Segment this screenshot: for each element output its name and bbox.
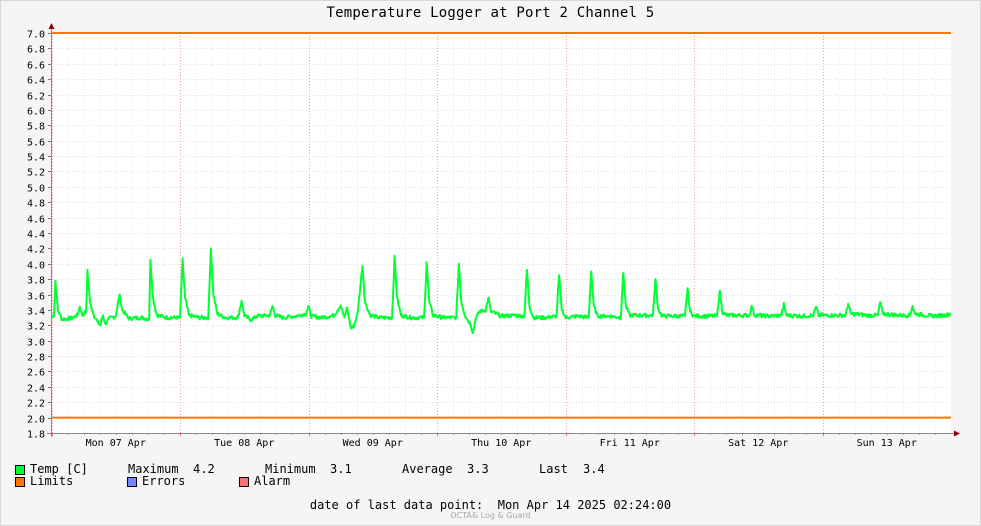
y-axis-arrow	[48, 23, 55, 29]
y-tick-label: 5.2	[27, 168, 45, 179]
legend-min-value: 3.1	[330, 462, 352, 476]
y-tick-label: 6.8	[27, 45, 45, 56]
credit-text: OCTA& Log & Guard	[450, 511, 531, 520]
x-tick-label: Sun 13 Apr	[857, 438, 917, 449]
y-tick-label: 2.0	[27, 415, 45, 426]
temp-series-line	[50, 247, 952, 334]
y-tick-label: 3.2	[27, 322, 45, 333]
y-tick-label: 4.4	[27, 230, 45, 241]
chart-title: Temperature Logger at Port 2 Channel 5	[326, 5, 655, 21]
legend-temp-label: Temp [C]	[30, 462, 88, 476]
y-tick-label: 3.4	[27, 307, 45, 318]
x-tick-label: Tue 08 Apr	[214, 438, 274, 449]
x-tick-label: Sat 12 Apr	[728, 438, 788, 449]
y-tick-label: 3.0	[27, 338, 45, 349]
legend-alarm-label: Alarm	[254, 474, 291, 488]
y-tick-label: 3.6	[27, 292, 45, 303]
legend-min-label: Minimum	[265, 462, 316, 476]
y-tick-label: 6.0	[27, 107, 45, 118]
last-point-value: Mon Apr 14 2025 02:24:00	[497, 498, 672, 512]
legend-last-label: Last	[539, 462, 568, 476]
y-tick-label: 1.8	[27, 430, 45, 441]
legend-last-value: 3.4	[583, 462, 605, 476]
errors-swatch	[127, 477, 137, 487]
legend-limits-label: Limits	[30, 474, 74, 488]
limits-swatch	[15, 477, 25, 487]
last-point-label: date of last data point:	[309, 498, 484, 512]
x-tick-label: Wed 09 Apr	[343, 438, 403, 449]
x-tick-label: Fri 11 Apr	[600, 438, 660, 449]
y-tick-label: 4.8	[27, 199, 45, 210]
y-tick-label: 2.8	[27, 353, 45, 364]
y-tick-label: 6.6	[27, 61, 45, 72]
temp-swatch	[15, 465, 25, 475]
alarm-swatch	[239, 477, 249, 487]
x-tick-label: Thu 10 Apr	[471, 438, 531, 449]
y-tick-label: 4.0	[27, 261, 45, 272]
legend-max-label: Maximum	[128, 462, 179, 476]
y-tick-label: 4.6	[27, 215, 45, 226]
y-tick-label: 5.8	[27, 122, 45, 133]
y-tick-label: 2.2	[27, 399, 45, 410]
legend-avg-value: 3.3	[467, 462, 489, 476]
y-tick-label: 4.2	[27, 245, 45, 256]
y-tick-label: 2.6	[27, 368, 45, 379]
y-tick-label: 7.0	[27, 30, 45, 41]
y-tick-label: 5.4	[27, 153, 45, 164]
legend-avg-label: Average	[402, 462, 453, 476]
legend-errors-label: Errors	[142, 474, 186, 488]
legend-max-value: 4.2	[193, 462, 215, 476]
y-tick-label: 3.8	[27, 276, 45, 287]
last-data-point: date of last data point: Mon Apr 14 2025…	[0, 498, 981, 512]
y-tick-label: 6.2	[27, 92, 45, 103]
y-tick-label: 2.4	[27, 384, 45, 395]
x-axis-arrow	[954, 430, 960, 437]
y-tick-label: 6.4	[27, 76, 45, 87]
y-tick-label: 5.0	[27, 184, 45, 195]
y-tick-label: 5.6	[27, 138, 45, 149]
x-tick-label: Mon 07 Apr	[86, 438, 146, 449]
